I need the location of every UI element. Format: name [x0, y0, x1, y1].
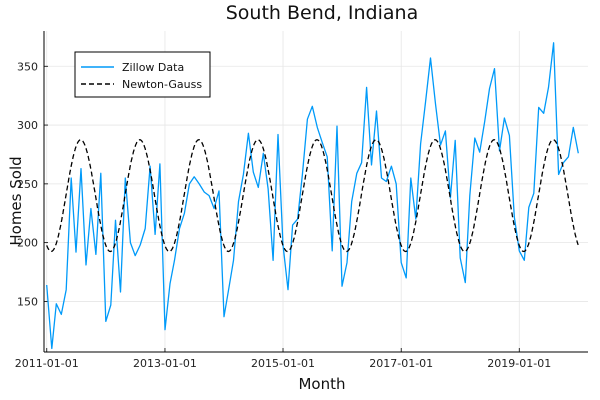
y-tick-label: 350	[17, 60, 38, 73]
axes	[43, 31, 588, 353]
legend-label-zillow: Zillow Data	[122, 61, 184, 74]
y-tick-label: 200	[17, 237, 38, 250]
chart-title: South Bend, Indiana	[226, 2, 418, 24]
grid	[44, 31, 588, 352]
series-line-zillow-data	[46, 42, 579, 350]
legend: Zillow Data Newton-Gauss	[74, 51, 211, 98]
x-axis-title: Month	[298, 375, 345, 393]
x-tick-label: 2011-01-01	[15, 357, 79, 370]
y-tick-label: 150	[17, 295, 38, 308]
y-axis-title: Homes Sold	[7, 156, 25, 245]
x-tick-label: 2013-01-01	[133, 357, 197, 370]
ticks: 150 200 250 300 350 2011-01-01 2013-01-01 2015-…	[15, 60, 551, 370]
x-tick-label: 2015-01-01	[251, 357, 315, 370]
legend-label-newton-gauss: Newton-Gauss	[122, 78, 202, 91]
legend-box	[74, 51, 211, 98]
y-tick-label: 300	[17, 119, 38, 132]
y-tick-label: 250	[17, 178, 38, 191]
x-tick-label: 2019-01-01	[487, 357, 551, 370]
series	[46, 42, 579, 350]
series-line-newton-gauss	[46, 139, 579, 253]
x-tick-label: 2017-01-01	[369, 357, 433, 370]
